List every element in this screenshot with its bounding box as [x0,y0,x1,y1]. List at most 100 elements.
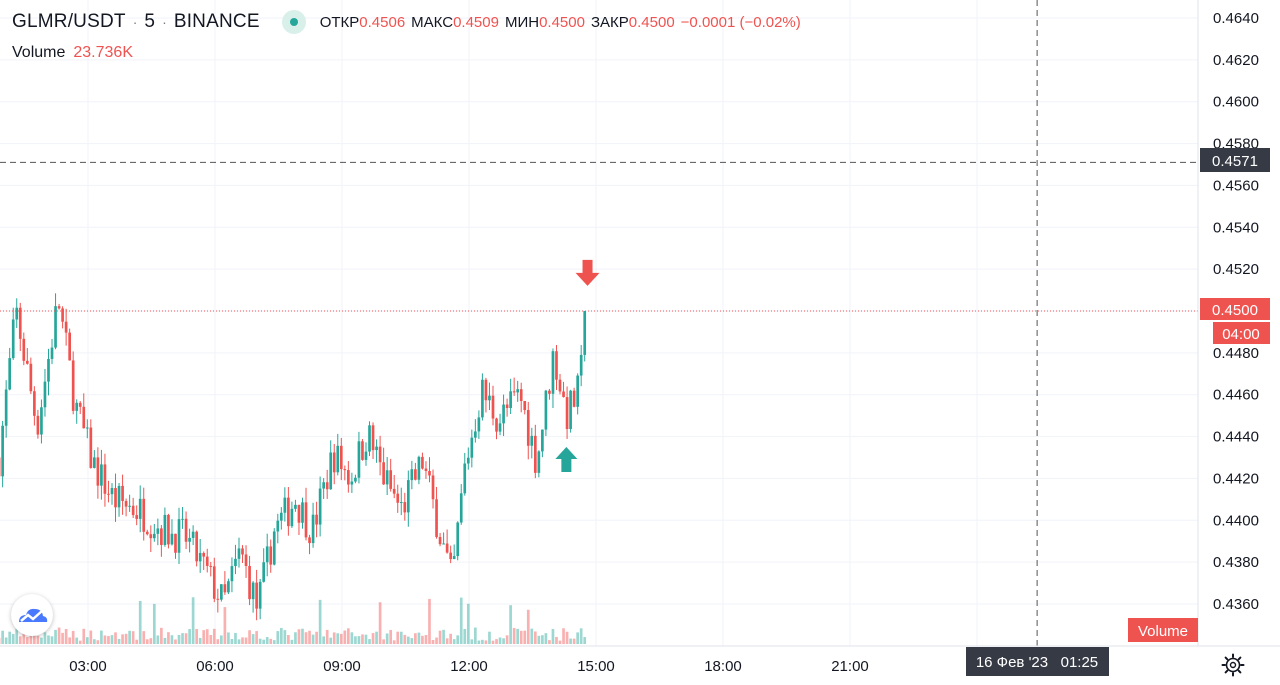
volume-legend-label[interactable]: Volume [12,44,66,61]
candle-body [47,358,50,382]
candle-body [445,543,449,553]
candle-body [294,504,297,509]
candle-body [572,390,576,407]
candle-body [435,499,438,538]
volume-bar [364,634,368,644]
volume-bar [361,634,364,644]
volume-bar [202,630,206,644]
candle-body [512,391,516,393]
volume-bar [287,635,290,644]
candle-body [389,470,393,489]
candle-body [61,308,64,322]
volume-bar [33,628,36,644]
volume-bar [431,640,435,644]
time-tick-label: 15:00 [577,658,615,675]
last-price-label: 0.4500 [1212,302,1258,319]
price-tick-label: 0.4540 [1213,219,1259,236]
candle-body [431,475,435,500]
chart-grid [0,0,1198,646]
volume-bar [459,597,463,644]
candle-body [96,457,100,486]
volume-bar [216,639,220,644]
volume-bar [29,628,33,644]
candle-body [64,321,68,333]
volume-bar [470,639,474,644]
volume-bar [93,639,96,644]
ohlc-high-value: 0.4509 [453,13,499,31]
candle-body [54,306,57,348]
volume-bar [78,640,82,644]
volume-bar [188,629,191,644]
volume-bar [167,632,170,644]
volume-bar [357,636,361,644]
candle-body [244,554,248,566]
symbol-name[interactable]: GLMR/USDT [12,11,126,32]
candle-body [318,488,322,525]
volume-bar [488,631,491,644]
candle-body [255,582,258,609]
candle-body [456,522,460,557]
volume-bar [403,634,407,644]
volume-bar [474,627,477,644]
candle-body [89,427,93,468]
volume-bar [145,639,149,644]
candle-body [75,402,79,411]
interval[interactable]: 5 [144,11,156,32]
candle-body [117,485,121,508]
candle-body [269,546,273,565]
volume-bar [297,629,301,644]
candle-body [241,548,244,555]
volume-bar [322,636,325,644]
candle-body [378,446,382,463]
candle-body [396,493,400,503]
arrow-up-icon[interactable] [555,447,578,473]
candle-body [332,452,336,473]
candle-body [15,307,19,320]
volume-bar [4,637,8,644]
market-status-icon[interactable] [281,10,306,34]
candle-body [474,431,477,438]
volume-bar [385,633,389,644]
volume-bar [414,633,417,644]
volume-bar [36,635,40,644]
tradingview-cloud-icon[interactable] [11,594,53,636]
candle-body [562,391,565,398]
arrow-down-icon[interactable] [575,259,600,286]
price-tick-label: 0.4360 [1213,596,1259,613]
volume-bar [177,634,181,644]
volume-bar [548,640,551,644]
volume-bar [410,638,414,644]
volume-bar [533,631,537,644]
volume-bar [311,634,315,644]
candle-body [368,425,371,452]
volume-bar [294,632,297,644]
volume-bar [562,628,565,644]
candle-body [491,395,495,419]
volume-bar [544,633,548,644]
volume-bar [124,633,128,644]
gear-icon[interactable] [1220,652,1246,678]
candle-body [336,445,340,473]
candle-body [138,498,142,519]
countdown-label-bg [1213,322,1270,344]
volume-bar [128,630,131,644]
volume-legend-value: 23.736K [73,44,133,61]
candle-body [526,410,530,446]
volume-bar [523,630,527,644]
volume-bar [149,638,153,644]
candle-body [4,389,8,426]
candle-body [258,581,262,609]
candle-body [541,429,544,452]
candle-body [516,389,520,393]
volume-bar [315,631,318,644]
candle-body [202,552,206,557]
volume-bar [466,603,470,644]
volume-bar [428,598,431,644]
candle-body [191,531,195,538]
candle-body [71,360,75,411]
volume-bar [477,640,481,644]
volume-bar [442,629,445,644]
ohlc-close-key: ЗАКР [590,13,629,31]
bar-countdown-label: 04:00 [1222,326,1260,343]
